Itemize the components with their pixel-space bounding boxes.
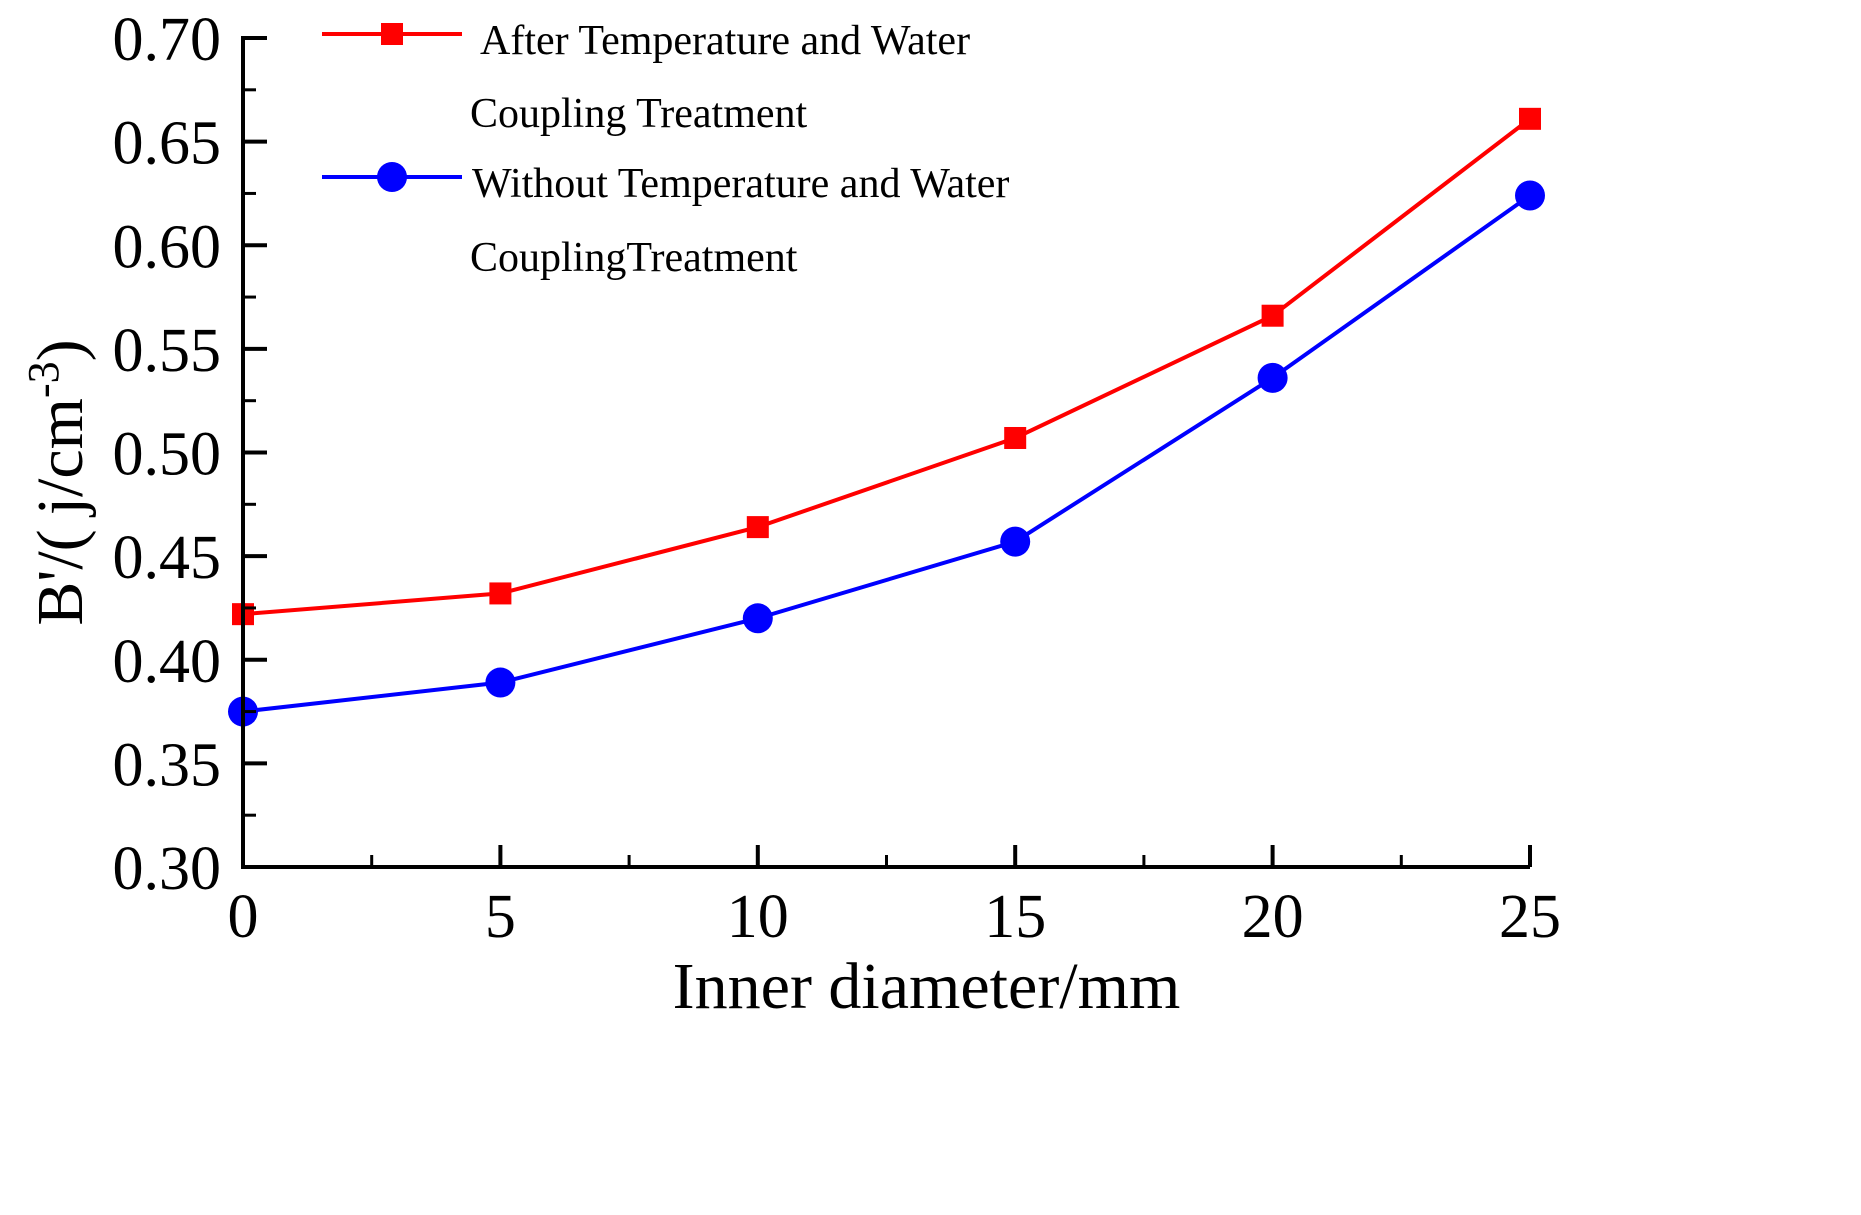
x-tick-label: 10 — [727, 883, 789, 951]
legend-label: After Temperature and Water — [480, 18, 970, 64]
y-tick-label: 0.65 — [113, 110, 222, 178]
y-tick-label: 0.55 — [113, 317, 222, 385]
data-point-circle — [1257, 362, 1288, 393]
data-point-circle — [1515, 180, 1545, 211]
y-tick-label: 0.30 — [113, 835, 222, 903]
data-point-circle — [485, 667, 516, 698]
series-line — [242, 193, 1532, 714]
x-tick-label: 20 — [1242, 883, 1304, 951]
y-axis-title-suffix: ) — [24, 339, 97, 361]
legend: After Temperature and Water Coupling Trea… — [322, 18, 1009, 281]
legend-marker-square — [381, 23, 403, 45]
series-1 — [232, 107, 1541, 626]
y-tick-label: 0.45 — [113, 524, 222, 592]
legend-item-1: After Temperature and Water Coupling Trea… — [322, 18, 970, 137]
x-tick-label: 5 — [485, 883, 516, 951]
y-axis-title: B'/( j/cm-3) — [19, 339, 98, 625]
series-layer — [228, 107, 1545, 727]
data-point-square — [1519, 107, 1541, 130]
legend-label: Coupling Treatment — [470, 91, 808, 137]
data-point-circle — [742, 603, 773, 634]
legend-label: Without Temperature and Water — [472, 161, 1009, 207]
data-point-square — [1004, 426, 1027, 449]
y-tick-label: 0.40 — [113, 628, 222, 696]
data-point-circle — [1000, 526, 1031, 557]
legend-marker-circle — [377, 162, 407, 192]
series-2 — [228, 180, 1545, 727]
y-axis-title-unit: j/cm — [24, 398, 97, 517]
x-tick-label: 25 — [1499, 883, 1561, 951]
y-ticks: 0.30 0.35 0.40 0.45 0.50 0.55 0.60 0.65 0.70 — [113, 6, 267, 903]
y-tick-label: 0.60 — [113, 213, 222, 281]
y-tick-label: 0.70 — [113, 6, 222, 74]
legend-item-2: Without Temperature and Water CouplingTre… — [322, 161, 1009, 281]
data-point-square — [489, 582, 512, 605]
y-tick-label: 0.35 — [113, 731, 222, 799]
data-point-square — [1261, 304, 1284, 327]
y-axis-title-prefix: B'/( — [24, 529, 97, 625]
x-axis-title: Inner diameter/mm — [673, 950, 1181, 1023]
y-tick-label: 0.50 — [113, 421, 222, 489]
data-point-square — [746, 516, 769, 539]
legend-label: CouplingTreatment — [470, 235, 798, 281]
x-ticks: 0 5 10 15 20 25 — [228, 845, 1561, 951]
x-tick-label: 15 — [984, 883, 1046, 951]
x-tick-label: 0 — [228, 883, 259, 951]
y-axis-title-exponent: -3 — [19, 361, 68, 398]
series-line — [242, 117, 1532, 617]
